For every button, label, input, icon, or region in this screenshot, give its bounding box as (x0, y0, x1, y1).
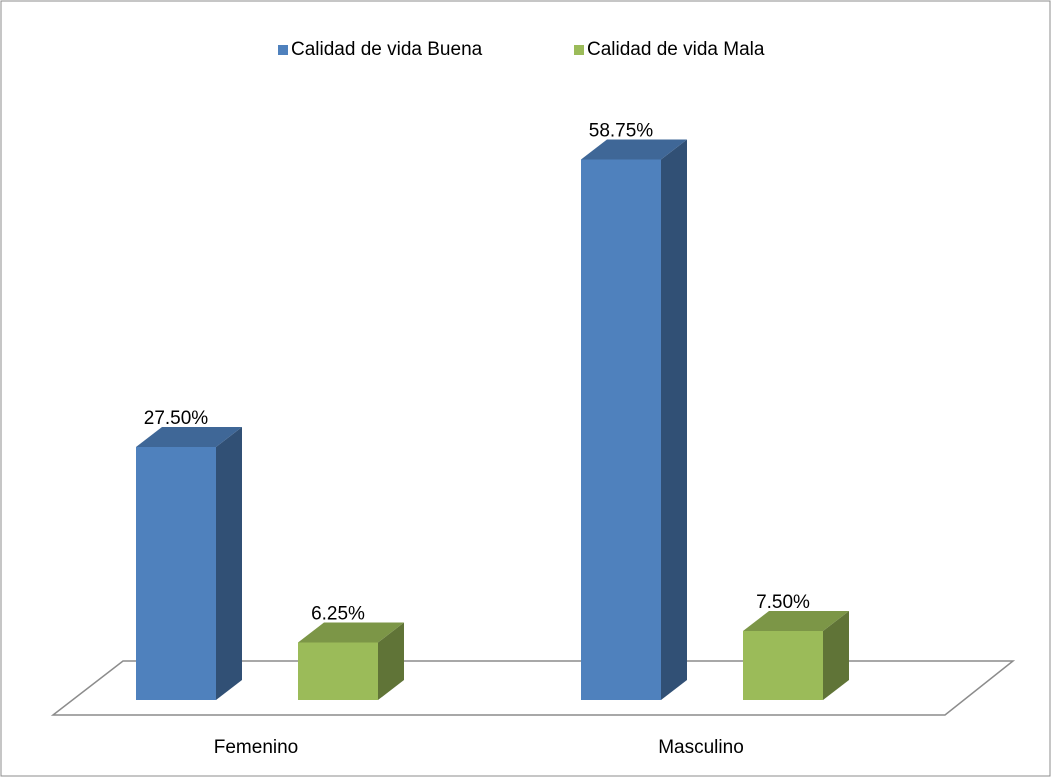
value-label: 7.50% (756, 592, 810, 613)
bar-side (378, 622, 404, 700)
bar-front (298, 642, 378, 700)
bar-top (581, 139, 687, 160)
bar-side (661, 139, 687, 700)
x-tick-label: Masculino (658, 737, 744, 758)
value-label: 6.25% (311, 604, 365, 625)
bar-front (581, 159, 661, 700)
legend-swatch (278, 45, 288, 55)
bar (136, 427, 242, 700)
value-label: 58.75% (589, 121, 654, 142)
bar-side (823, 611, 849, 700)
legend-swatch (574, 45, 584, 55)
bar-front (743, 631, 823, 700)
legend-label: Calidad de vida Mala (587, 39, 765, 60)
legend-label: Calidad de vida Buena (291, 39, 483, 60)
bar (581, 139, 687, 700)
bar-top (136, 427, 242, 447)
bar-side (216, 427, 242, 700)
bar-front (136, 447, 216, 700)
bar (298, 622, 404, 700)
bar-top (298, 622, 404, 643)
bar (743, 611, 849, 700)
bar-top (743, 611, 849, 631)
x-tick-label: Femenino (214, 737, 299, 758)
value-label: 27.50% (144, 408, 209, 429)
